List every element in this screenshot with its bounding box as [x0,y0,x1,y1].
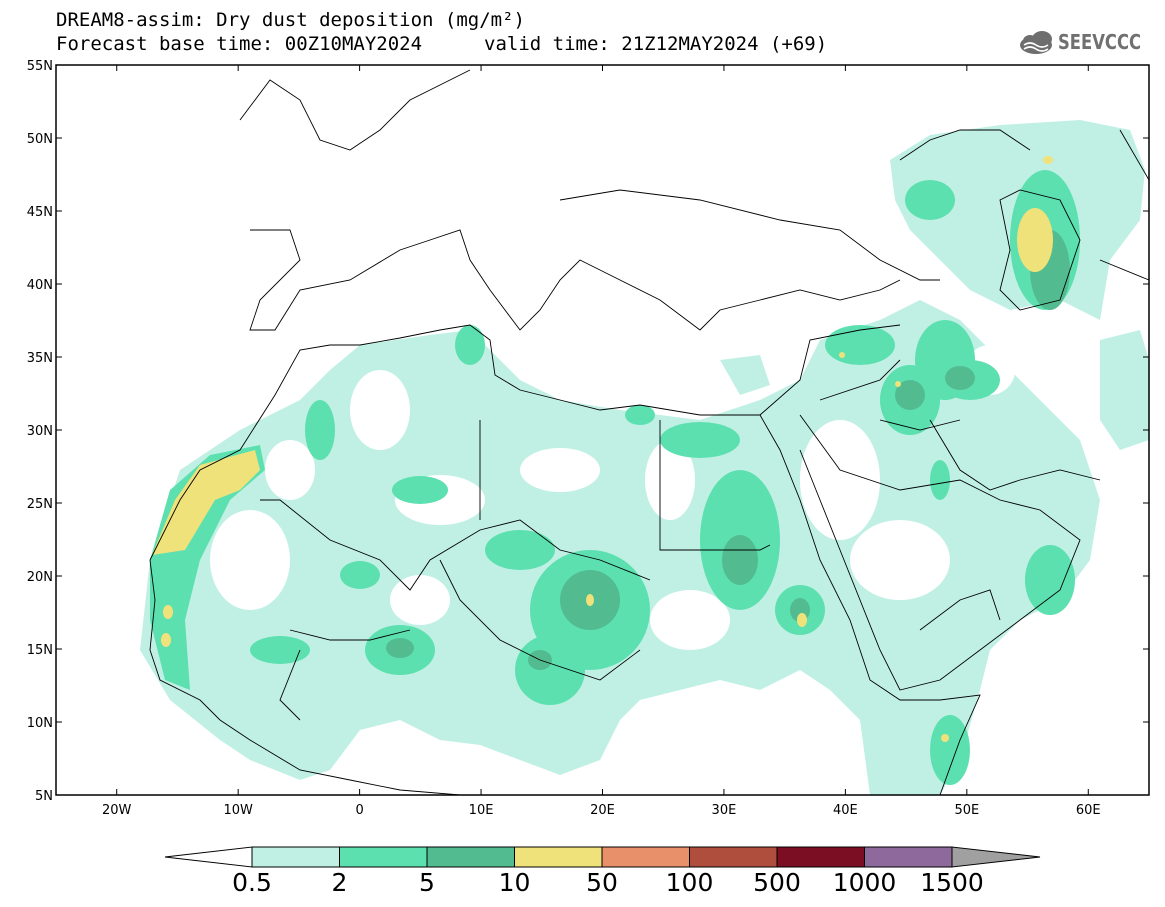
lon-tick-label: 20W [102,803,132,818]
colorbar-segment [514,846,603,868]
lat-tick-label: 5N [35,789,53,804]
colorbar-segment [339,846,428,868]
colorbar-label: 2 [332,868,348,897]
lat-tick-label: 55N [27,59,53,74]
lon-tick-label: 10E [469,803,494,818]
lat-tick-label: 15N [27,643,53,658]
lon-tick-label: 60E [1076,803,1101,818]
lat-tick-label: 50N [27,132,53,147]
lat-tick-label: 45N [27,205,53,220]
colorbar-label: 10 [499,868,531,897]
colorbar-segment [776,846,865,868]
colorbar-label: 100 [666,868,714,897]
colorbar-label: 1000 [833,868,897,897]
colorbar: 0.5 2 5 10 50 100 500 1000 1500 [164,846,1041,897]
colorbar-segment [601,846,690,868]
lat-tick-label: 35N [27,351,53,366]
lon-tick-label: 0 [355,803,363,818]
colorbar-segment [864,846,953,868]
lat-tick-label: 20N [27,570,53,585]
lat-tick-label: 25N [27,497,53,512]
lat-tick-label: 40N [27,278,53,293]
lon-tick-label: 10W [223,803,253,818]
colorbar-under-arrow [164,846,253,868]
lon-tick-label: 20E [590,803,615,818]
lon-tick-label: 30E [712,803,737,818]
colorbar-label: 1500 [920,868,984,897]
logo-text: SEEVCCC [1058,30,1142,54]
colorbar-label: 5 [419,868,435,897]
longitude-axis: 20W 10W 0 10E 20E 30E 40E 50E 60E [102,65,1101,818]
latitude-axis: 55N 50N 45N 40N 35N 30N 25N 20N 15N 10N 5N [27,59,1149,804]
map-title: DREAM8-assim: Dry dust deposition (mg/m²… [56,9,525,31]
colorbar-label: 0.5 [232,868,272,897]
forecast-base-time: Forecast base time: 00Z10MAY2024 [56,33,423,55]
lon-tick-label: 50E [954,803,979,818]
valid-time: valid time: 21Z12MAY2024 (+69) [484,33,828,55]
coastlines [149,69,1149,795]
lat-tick-label: 10N [27,716,53,731]
dust-level-10 [152,156,1053,742]
colorbar-label: 500 [753,868,801,897]
colorbar-segment [689,846,778,868]
cloud-icon [1020,31,1052,54]
colorbar-over-arrow [951,846,1041,868]
colorbar-label: 50 [586,868,618,897]
dust-fields [140,69,1149,795]
lon-tick-label: 40E [833,803,858,818]
colorbar-segment [426,846,515,868]
colorbar-segment [251,846,340,868]
lat-tick-label: 30N [27,424,53,439]
